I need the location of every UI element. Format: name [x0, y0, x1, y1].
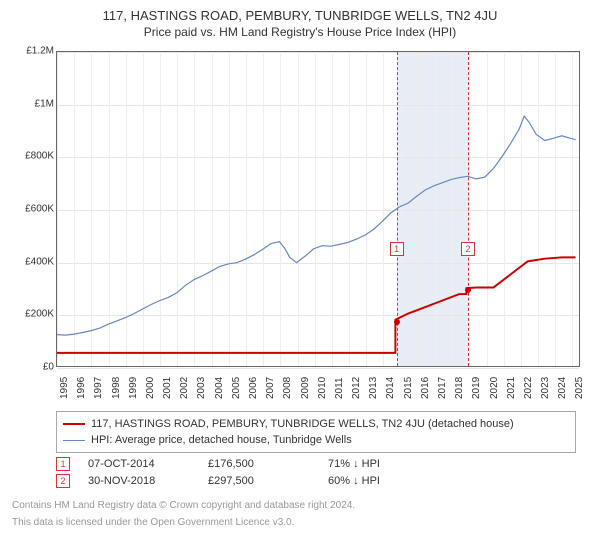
x-axis-label: 2022 [523, 377, 534, 399]
legend-row: HPI: Average price, detached house, Tunb… [63, 432, 569, 448]
legend-swatch [63, 423, 85, 425]
tx-price: £297,500 [208, 475, 328, 487]
x-axis-label: 2009 [300, 377, 311, 399]
x-axis-label: 2023 [540, 377, 551, 399]
transaction-row: 1 07-OCT-2014£176,50071% ↓ HPI [56, 457, 588, 471]
chart-container: 12 £0£200K£400K£600K£800K£1M£1.2M1995199… [12, 45, 588, 405]
transaction-row: 2 30-NOV-2018£297,50060% ↓ HPI [56, 474, 588, 488]
legend-row: 117, HASTINGS ROAD, PEMBURY, TUNBRIDGE W… [63, 416, 569, 432]
y-axis-label: £0 [43, 362, 54, 373]
chart-subtitle: Price paid vs. HM Land Registry's House … [12, 25, 588, 39]
footer-license: This data is licensed under the Open Gov… [12, 516, 600, 529]
plot-area: 12 [56, 51, 580, 367]
legend-label: 117, HASTINGS ROAD, PEMBURY, TUNBRIDGE W… [91, 416, 514, 432]
y-axis-label: £600K [25, 204, 54, 215]
tx-pct: 71% ↓ HPI [328, 458, 468, 470]
chart-svg [57, 52, 579, 366]
legend: 117, HASTINGS ROAD, PEMBURY, TUNBRIDGE W… [56, 411, 576, 453]
legend-swatch [63, 440, 85, 441]
y-axis-label: £400K [25, 256, 54, 267]
x-axis-label: 2019 [471, 377, 482, 399]
x-axis-label: 2007 [265, 377, 276, 399]
marker-box: 2 [461, 242, 475, 256]
footer-copyright: Contains HM Land Registry data © Crown c… [12, 499, 600, 512]
x-axis-label: 2015 [403, 377, 414, 399]
tx-price: £176,500 [208, 458, 328, 470]
tx-marker: 1 [56, 457, 70, 471]
x-axis-label: 2011 [334, 377, 345, 399]
x-axis-label: 2010 [317, 377, 328, 399]
x-axis-label: 2003 [196, 377, 207, 399]
x-axis-label: 2016 [420, 377, 431, 399]
x-axis-label: 2004 [214, 377, 225, 399]
x-axis-label: 2005 [231, 377, 242, 399]
chart-title: 117, HASTINGS ROAD, PEMBURY, TUNBRIDGE W… [12, 8, 588, 23]
legend-label: HPI: Average price, detached house, Tunb… [91, 432, 352, 448]
tx-date: 07-OCT-2014 [88, 458, 208, 470]
y-axis-label: £800K [25, 151, 54, 162]
x-axis-label: 1997 [93, 377, 104, 399]
x-axis-label: 2006 [248, 377, 259, 399]
x-axis-label: 2001 [162, 377, 173, 399]
y-axis-label: £200K [25, 309, 54, 320]
x-axis-label: 2012 [351, 377, 362, 399]
x-axis-label: 2014 [385, 377, 396, 399]
x-axis-label: 1998 [111, 377, 122, 399]
series-price_paid [57, 257, 576, 352]
x-axis-label: 1995 [59, 377, 70, 399]
tx-pct: 60% ↓ HPI [328, 475, 468, 487]
x-axis-label: 2000 [145, 377, 156, 399]
x-axis-label: 2002 [179, 377, 190, 399]
x-axis-label: 1996 [76, 377, 87, 399]
x-axis-label: 2013 [368, 377, 379, 399]
x-axis-label: 2018 [454, 377, 465, 399]
tx-date: 30-NOV-2018 [88, 475, 208, 487]
x-axis-label: 2024 [557, 377, 568, 399]
marker-box: 1 [390, 242, 404, 256]
y-axis-label: £1.2M [26, 46, 54, 57]
series-hpi [57, 116, 576, 335]
tx-marker: 2 [56, 474, 70, 488]
y-axis-label: £1M [35, 98, 54, 109]
x-axis-label: 2021 [506, 377, 517, 399]
data-point [394, 319, 400, 325]
data-point [465, 287, 471, 293]
gridline-h [57, 368, 579, 369]
x-axis-label: 2017 [437, 377, 448, 399]
x-axis-label: 2020 [489, 377, 500, 399]
x-axis-label: 2025 [574, 377, 585, 399]
x-axis-label: 2008 [282, 377, 293, 399]
x-axis-label: 1999 [128, 377, 139, 399]
